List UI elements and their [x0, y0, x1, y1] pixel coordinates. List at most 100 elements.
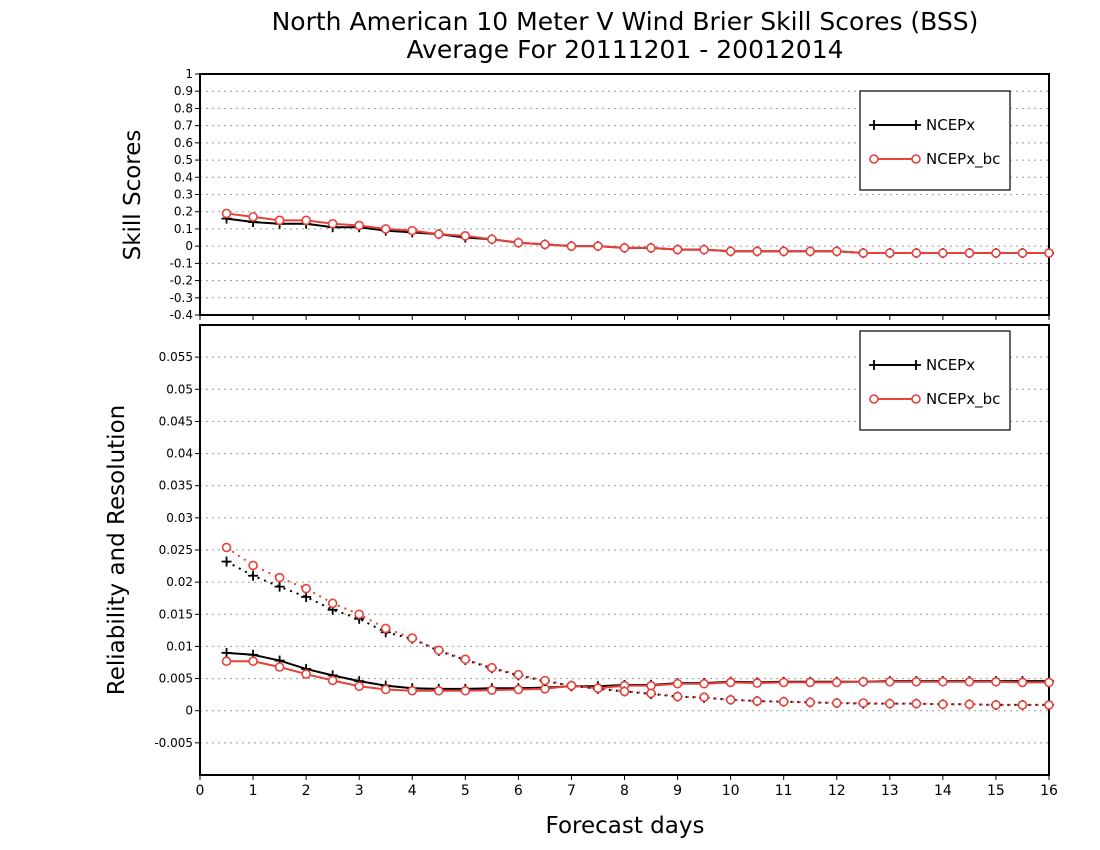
data-point	[938, 676, 948, 687]
data-point	[354, 220, 364, 231]
data-point	[672, 691, 683, 702]
y-tick-label: 0	[185, 239, 193, 253]
y-tick-label: 0.05	[166, 382, 193, 396]
data-point	[487, 662, 497, 673]
data-point	[672, 244, 683, 255]
x-tick-label: 12	[828, 783, 846, 799]
data-point	[1017, 248, 1028, 258]
y-tick-label: 0.7	[174, 119, 193, 133]
data-point	[460, 231, 471, 241]
data-point	[778, 677, 789, 688]
x-tick-label: 11	[775, 783, 793, 799]
x-tick-label: 10	[722, 783, 740, 799]
y-tick-label: 0.03	[166, 511, 193, 525]
data-point	[221, 208, 232, 219]
data-point	[433, 645, 444, 656]
data-point	[460, 654, 471, 665]
series-line-ncepx-bc	[226, 660, 1049, 692]
data-point	[221, 542, 232, 553]
data-point	[778, 246, 789, 257]
y-tick-label: 1	[185, 67, 193, 81]
y-tick-label: -0.2	[170, 274, 193, 288]
data-point	[380, 623, 391, 634]
x-axis-label: Forecast days	[546, 813, 705, 839]
data-point	[248, 656, 258, 667]
data-point	[1044, 700, 1054, 710]
y-tick-label: 0.5	[174, 153, 193, 167]
y-tick-label: 0.035	[159, 479, 193, 493]
data-point	[938, 248, 948, 258]
data-point	[221, 647, 232, 658]
data-point	[805, 697, 816, 708]
series-line-ncepx	[226, 560, 1049, 706]
data-point	[274, 581, 285, 592]
data-point	[327, 218, 338, 229]
x-tick-label: 8	[620, 783, 629, 799]
x-tick-label: 7	[567, 783, 576, 799]
data-point	[858, 676, 869, 687]
data-point	[487, 234, 497, 245]
y-tick-label: 0.8	[174, 101, 193, 115]
y-tick-label: 0	[185, 704, 193, 718]
data-point	[885, 248, 895, 258]
data-point	[831, 698, 842, 708]
data-point	[805, 246, 816, 257]
data-point	[752, 696, 762, 706]
y-tick-label: 0.1	[174, 222, 193, 236]
data-point	[274, 572, 285, 583]
data-point	[964, 248, 975, 258]
x-tick-label: 16	[1040, 783, 1058, 799]
x-tick-label: 5	[461, 783, 470, 799]
data-point	[301, 669, 311, 679]
data-point	[354, 609, 364, 620]
data-point	[327, 598, 338, 609]
y-tick-label: 0.4	[174, 170, 193, 184]
data-point	[778, 696, 789, 707]
data-point	[991, 700, 1001, 710]
data-point	[725, 677, 736, 688]
data-point	[248, 570, 259, 581]
data-point	[433, 229, 444, 239]
legend-box	[859, 330, 1011, 431]
legend-label: NCEPx_bc	[926, 390, 1000, 409]
data-point	[619, 686, 630, 697]
chart-subtitle: Average For 20111201 - 20012014	[406, 35, 843, 64]
legend-label: NCEPx_bc	[926, 150, 1000, 169]
data-point	[248, 212, 258, 222]
legend-marker	[911, 154, 921, 164]
data-point	[964, 699, 975, 710]
data-point	[513, 237, 524, 248]
data-point	[911, 248, 922, 258]
plot-frame	[199, 73, 1050, 316]
data-point	[221, 556, 232, 567]
series-line-ncepx-bc	[226, 212, 1049, 255]
y-tick-label: -0.1	[170, 256, 193, 270]
data-point	[540, 675, 550, 686]
reliability-resolution-panel: 0.055 0.05 0.045 0.04 0.035 0.03 0.025 0.02 0.01…	[154, 324, 1058, 799]
x-tick-label: 9	[673, 783, 682, 799]
data-point	[991, 676, 1001, 687]
data-point	[831, 677, 842, 688]
data-point	[301, 215, 311, 226]
data-point	[699, 678, 709, 689]
data-point	[699, 244, 709, 255]
skill-scores-panel: 1 0.9 0.8 0.7 0.6 0.5 0.4 0.3 0.2 0.1 0 -0.1 -0.2 -0.…	[170, 67, 1054, 322]
y-tick-label: 0.055	[159, 350, 193, 364]
legend-marker	[911, 394, 921, 404]
y-tick-label: 0.2	[174, 205, 193, 219]
data-point	[885, 676, 895, 687]
data-point	[725, 694, 736, 705]
y-tick-label: 0.025	[159, 543, 193, 557]
data-point	[831, 246, 842, 257]
data-point	[646, 680, 656, 691]
data-point	[858, 248, 869, 258]
data-point	[1044, 248, 1054, 258]
y-tick-label: 0.01	[166, 639, 193, 653]
data-point	[407, 225, 418, 236]
data-point	[513, 669, 524, 680]
data-point	[991, 248, 1001, 258]
x-tick-label: 13	[881, 783, 899, 799]
data-point	[752, 246, 762, 257]
chart-title: North American 10 Meter V Wind Brier Ski…	[272, 7, 979, 36]
data-point	[407, 633, 418, 643]
